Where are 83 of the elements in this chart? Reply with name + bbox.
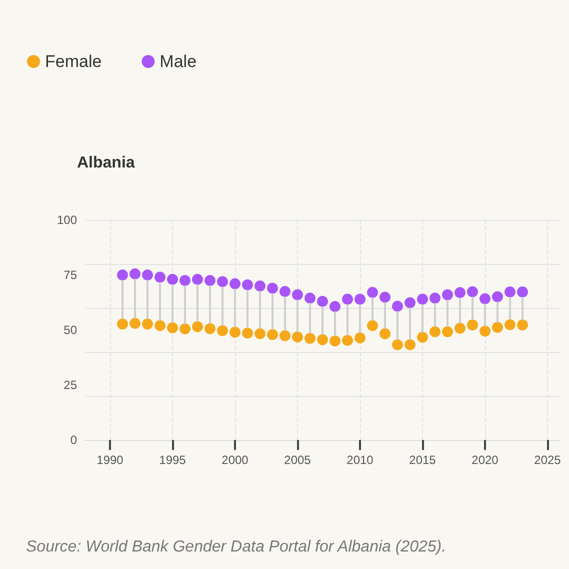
point bbox=[180, 275, 190, 286]
y-tick-label: 25 bbox=[64, 378, 78, 392]
point bbox=[480, 293, 490, 304]
point bbox=[117, 270, 128, 280]
point bbox=[504, 319, 516, 330]
point bbox=[392, 339, 403, 350]
point bbox=[242, 328, 253, 339]
point bbox=[280, 286, 290, 297]
point bbox=[280, 330, 290, 342]
point bbox=[317, 334, 328, 346]
legend-label: Female bbox=[45, 52, 102, 71]
y-tick-label: 0 bbox=[70, 433, 78, 447]
point bbox=[480, 326, 490, 337]
x-tick-label: 2015 bbox=[409, 453, 436, 467]
legend-label: Male bbox=[160, 52, 197, 71]
point bbox=[292, 332, 303, 343]
point bbox=[230, 326, 240, 338]
point bbox=[430, 292, 440, 304]
point bbox=[404, 339, 416, 350]
point bbox=[367, 286, 378, 298]
point bbox=[154, 272, 166, 283]
point bbox=[430, 326, 440, 338]
point bbox=[204, 323, 216, 334]
point bbox=[267, 329, 278, 340]
point bbox=[354, 294, 366, 305]
y-tick-label: 50 bbox=[64, 323, 78, 337]
point bbox=[380, 292, 390, 303]
point bbox=[517, 286, 528, 298]
point bbox=[317, 296, 328, 307]
x-tick-label: 2025 bbox=[534, 453, 562, 467]
x-tick-label: 2005 bbox=[284, 453, 312, 467]
point bbox=[354, 332, 366, 344]
x-tick-label: 2000 bbox=[222, 453, 249, 467]
point bbox=[442, 326, 453, 338]
point bbox=[204, 275, 216, 286]
point bbox=[454, 287, 466, 298]
x-tick-label: 1995 bbox=[159, 453, 186, 467]
point bbox=[330, 300, 340, 312]
x-tick-label: 2010 bbox=[346, 453, 374, 467]
point bbox=[254, 328, 266, 340]
point bbox=[467, 286, 478, 298]
point bbox=[217, 276, 228, 288]
point bbox=[167, 322, 178, 334]
point bbox=[392, 300, 403, 312]
y-tick-label: 100 bbox=[56, 213, 78, 227]
point bbox=[517, 319, 528, 330]
x-tick-label: 1990 bbox=[96, 453, 124, 467]
point bbox=[167, 274, 178, 285]
point bbox=[404, 297, 416, 308]
point bbox=[117, 318, 128, 330]
x-tick-label: 2020 bbox=[472, 453, 499, 467]
point bbox=[267, 282, 278, 294]
point bbox=[330, 336, 340, 346]
point bbox=[154, 320, 166, 332]
point bbox=[504, 286, 516, 298]
point bbox=[454, 322, 466, 334]
point bbox=[192, 321, 203, 332]
point bbox=[142, 318, 153, 330]
point bbox=[417, 294, 428, 305]
point bbox=[230, 278, 240, 290]
point bbox=[130, 318, 140, 329]
point bbox=[467, 319, 478, 330]
point bbox=[130, 268, 140, 280]
point bbox=[180, 323, 190, 334]
chart-title: Albania bbox=[77, 154, 135, 172]
point bbox=[304, 292, 316, 304]
point bbox=[492, 291, 503, 302]
y-tick-label: 75 bbox=[64, 268, 78, 282]
point bbox=[242, 279, 253, 290]
point bbox=[292, 289, 303, 300]
point bbox=[254, 280, 266, 292]
point bbox=[442, 289, 453, 300]
source-note: Source: World Bank Gender Data Portal for Albania (2025). bbox=[26, 538, 446, 556]
point bbox=[342, 334, 353, 346]
point bbox=[417, 332, 428, 343]
point bbox=[304, 332, 316, 344]
point bbox=[380, 328, 390, 340]
point bbox=[192, 274, 203, 285]
point bbox=[342, 294, 353, 305]
point bbox=[492, 322, 503, 333]
point bbox=[367, 320, 378, 332]
point bbox=[217, 325, 228, 336]
point bbox=[142, 270, 153, 280]
